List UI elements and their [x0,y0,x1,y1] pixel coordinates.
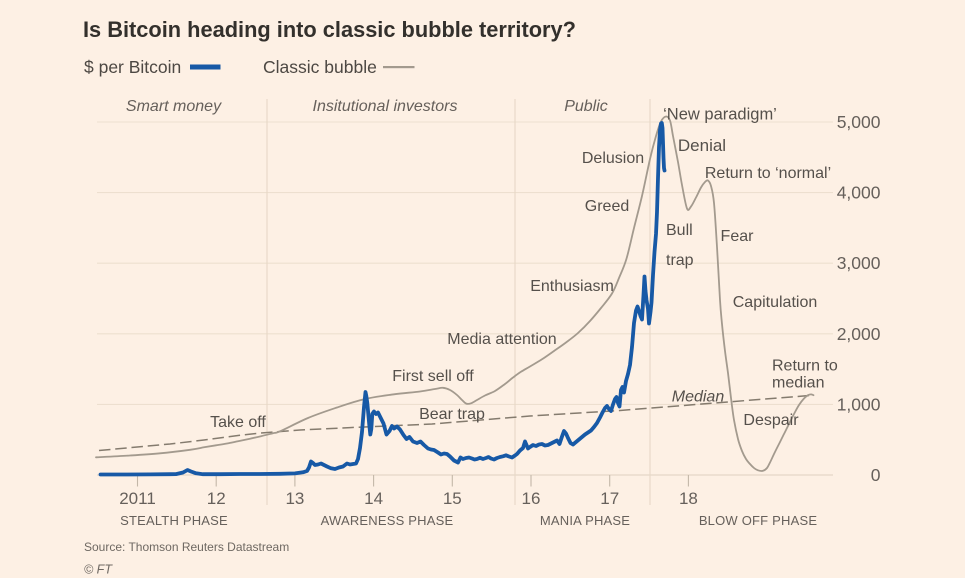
svg-text:Return to: Return to [772,358,838,375]
svg-text:Capitulation: Capitulation [733,294,818,311]
svg-text:First sell off: First sell off [392,368,474,385]
svg-text:12: 12 [207,489,226,508]
svg-text:5,000: 5,000 [837,112,881,132]
svg-text:18: 18 [679,489,698,508]
svg-text:Classic bubble: Classic bubble [263,57,377,77]
svg-text:Take off: Take off [210,414,266,431]
svg-text:Delusion: Delusion [582,150,644,167]
svg-text:Denial: Denial [678,136,726,155]
svg-text:13: 13 [285,489,304,508]
svg-text:BLOW OFF PHASE: BLOW OFF PHASE [699,513,818,528]
svg-text:median: median [772,375,824,392]
svg-text:‘New paradigm’: ‘New paradigm’ [663,105,777,123]
svg-text:Despair: Despair [743,412,799,429]
svg-text:Fear: Fear [721,228,755,245]
svg-text:17: 17 [600,489,619,508]
svg-text:Public: Public [564,98,608,115]
svg-text:Smart money: Smart money [126,98,222,115]
svg-text:0: 0 [871,465,881,485]
svg-text:15: 15 [443,489,462,508]
svg-text:Median: Median [672,388,725,405]
svg-text:Bull: Bull [666,222,693,239]
svg-text:16: 16 [522,489,541,508]
svg-text:3,000: 3,000 [837,253,881,273]
svg-text:1,000: 1,000 [837,394,881,414]
svg-text:Source: Thomson Reuters Datast: Source: Thomson Reuters Datastream [84,540,289,554]
svg-text:AWARENESS PHASE: AWARENESS PHASE [321,513,454,528]
svg-text:Is Bitcoin heading into classi: Is Bitcoin heading into classic bubble t… [83,17,576,42]
svg-text:MANIA PHASE: MANIA PHASE [540,513,630,528]
svg-text:$ per Bitcoin: $ per Bitcoin [84,57,181,77]
svg-text:14: 14 [364,489,383,508]
svg-text:Media attention: Media attention [447,331,556,348]
svg-text:Bear trap: Bear trap [419,406,485,423]
svg-text:trap: trap [666,252,694,269]
svg-text:4,000: 4,000 [837,183,881,203]
svg-text:Return to ‘normal’: Return to ‘normal’ [705,165,831,182]
svg-text:Insitutional investors: Insitutional investors [313,98,458,115]
svg-text:STEALTH PHASE: STEALTH PHASE [120,513,228,528]
svg-text:2,000: 2,000 [837,324,881,344]
svg-text:2011: 2011 [119,489,156,508]
svg-text:Greed: Greed [585,198,629,215]
svg-text:© FT: © FT [84,563,113,577]
svg-text:Enthusiasm: Enthusiasm [530,278,614,295]
